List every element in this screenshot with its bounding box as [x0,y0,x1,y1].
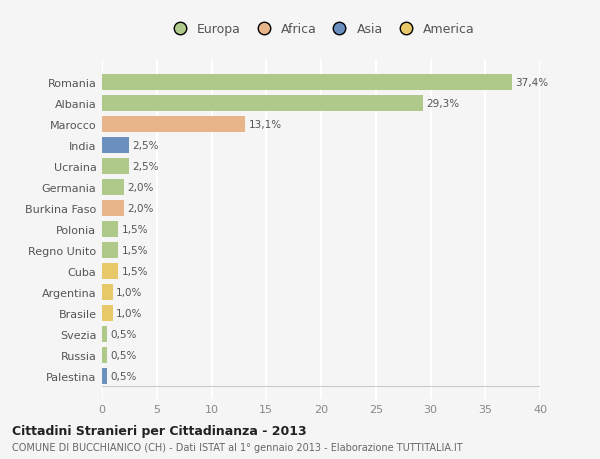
Text: 2,0%: 2,0% [127,183,154,193]
Text: 1,5%: 1,5% [122,266,148,276]
Text: 0,5%: 0,5% [111,329,137,339]
Text: 1,0%: 1,0% [116,308,143,318]
Bar [102,285,113,300]
Bar [102,243,118,258]
Text: 0,5%: 0,5% [111,371,137,381]
Legend: Europa, Africa, Asia, America: Europa, Africa, Asia, America [162,18,480,41]
Bar [102,180,124,196]
Text: 0,5%: 0,5% [111,350,137,360]
Text: 1,5%: 1,5% [122,224,148,235]
Bar [102,263,118,279]
Bar [102,117,245,133]
Bar [102,222,118,237]
Text: 2,0%: 2,0% [127,204,154,213]
Text: Cittadini Stranieri per Cittadinanza - 2013: Cittadini Stranieri per Cittadinanza - 2… [12,424,307,437]
Bar [102,326,107,342]
Bar [102,75,512,91]
Text: 1,0%: 1,0% [116,287,143,297]
Text: 2,5%: 2,5% [133,162,159,172]
Bar [102,305,113,321]
Bar [102,96,423,112]
Bar [102,201,124,216]
Text: 2,5%: 2,5% [133,141,159,151]
Text: 29,3%: 29,3% [426,99,459,109]
Text: 13,1%: 13,1% [249,120,282,130]
Text: 37,4%: 37,4% [515,78,548,88]
Bar [102,368,107,384]
Text: COMUNE DI BUCCHIANICO (CH) - Dati ISTAT al 1° gennaio 2013 - Elaborazione TUTTIT: COMUNE DI BUCCHIANICO (CH) - Dati ISTAT … [12,442,463,452]
Bar [102,159,130,174]
Text: 1,5%: 1,5% [122,246,148,255]
Bar [102,347,107,363]
Bar [102,138,130,154]
